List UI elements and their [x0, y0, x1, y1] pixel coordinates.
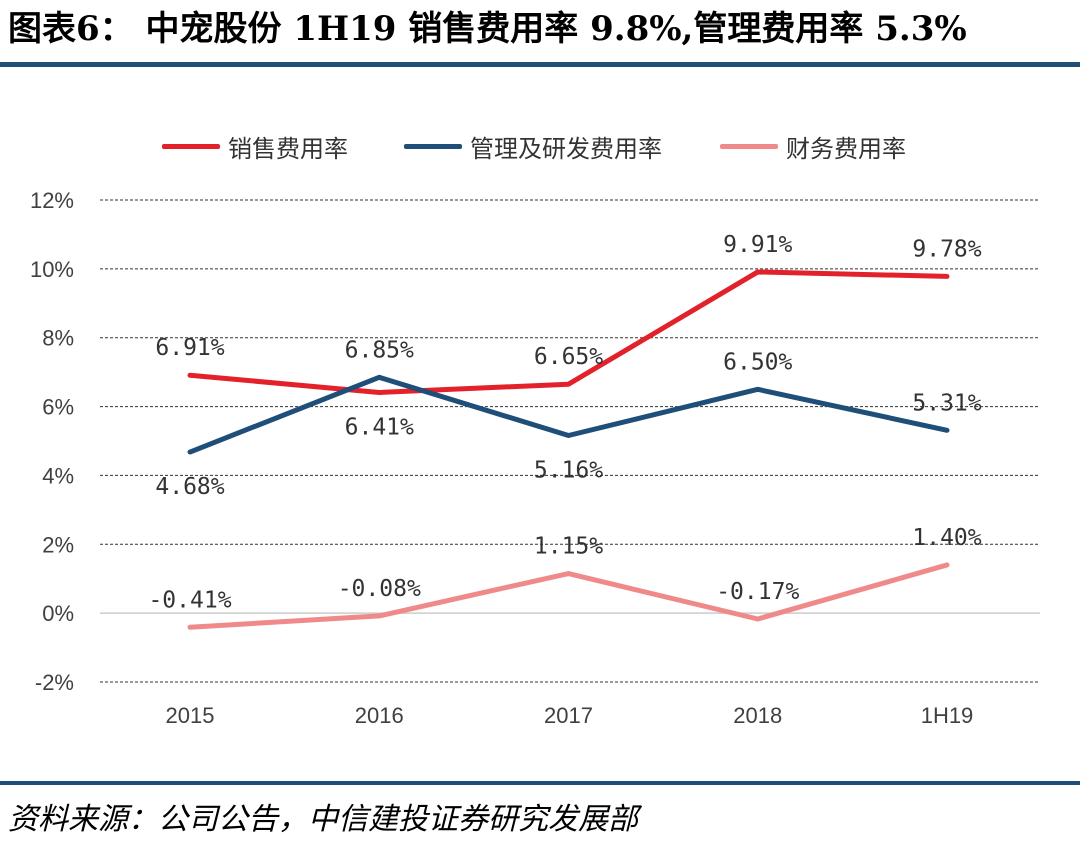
chart-title: 图表6： 中宠股份 1H19 销售费用率 9.8%,管理费用率 5.3%	[8, 9, 967, 49]
data-label: -0.17%	[716, 579, 799, 605]
data-label: 6.65%	[534, 344, 603, 370]
y-tick-label: 12%	[30, 188, 74, 213]
data-label: 5.31%	[912, 390, 981, 416]
data-label: 1.15%	[534, 534, 603, 560]
x-tick-label: 1H19	[921, 703, 974, 728]
data-label: 6.85%	[345, 337, 414, 363]
data-label: 1.40%	[912, 525, 981, 551]
x-tick-label: 2015	[166, 703, 215, 728]
data-label: 9.78%	[912, 236, 981, 262]
y-tick-label: 8%	[42, 326, 74, 351]
y-tick-label: 4%	[42, 463, 74, 488]
legend-label-finance: 财务费用率	[786, 134, 906, 163]
data-label: 9.91%	[723, 232, 792, 258]
legend-label-admin-rd: 管理及研发费用率	[470, 134, 662, 163]
y-tick-label: -2%	[35, 670, 74, 695]
y-tick-label: 2%	[42, 532, 74, 557]
data-label: 4.68%	[155, 474, 224, 500]
legend-item-sales: 销售费用率	[162, 128, 348, 164]
legend-label-sales: 销售费用率	[228, 134, 348, 163]
legend: 销售费用率 管理及研发费用率 财务费用率	[0, 128, 1080, 164]
y-tick-label: 6%	[42, 395, 74, 420]
x-tick-label: 2018	[733, 703, 782, 728]
y-tick-label: 0%	[42, 601, 74, 626]
data-label: 6.91%	[155, 335, 224, 361]
data-label: 6.41%	[345, 414, 414, 440]
source-note: 资料来源：公司公告，中信建投证券研究发展部	[8, 802, 638, 837]
legend-item-finance: 财务费用率	[720, 128, 906, 164]
data-label: 6.50%	[723, 349, 792, 375]
legend-swatch-sales	[162, 143, 220, 149]
x-tick-label: 2016	[355, 703, 404, 728]
data-label: 5.16%	[534, 457, 603, 483]
data-label: -0.41%	[148, 587, 231, 613]
admin-rd-expense-line	[187, 374, 950, 455]
sales-expense-line	[187, 269, 950, 395]
legend-swatch-admin-rd	[404, 143, 462, 149]
line-chart: -2% 0% 2% 4% 6% 8% 10% 12% 2015 2016 2017 2018 1H19 6…	[30, 188, 1040, 728]
x-tick-label: 2017	[544, 703, 593, 728]
top-divider	[0, 62, 1080, 67]
data-label: -0.08%	[338, 576, 421, 602]
legend-swatch-finance	[720, 143, 778, 149]
legend-item-admin-rd: 管理及研发费用率	[404, 128, 662, 164]
finance-expense-line	[187, 562, 950, 630]
bottom-divider	[0, 781, 1080, 785]
y-tick-label: 10%	[30, 257, 74, 282]
